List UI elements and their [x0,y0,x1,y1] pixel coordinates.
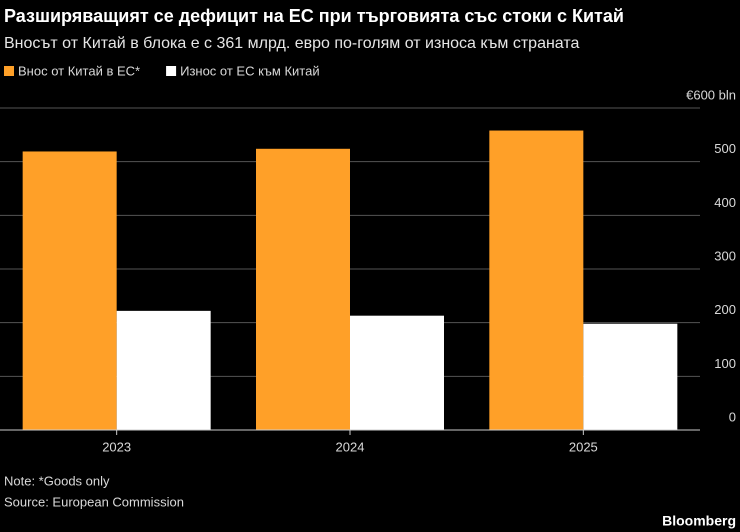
y-tick-label: 400 [714,195,736,210]
bar [489,130,584,431]
chart-title: Разширяващият се дефицит на ЕС при търго… [4,6,624,26]
legend-swatch [166,66,177,76]
x-tick-label: 2025 [569,439,598,454]
y-tick-label: 100 [714,356,736,371]
y-tick-label: 500 [714,141,736,156]
x-tick-label: 2023 [102,439,131,454]
legend-label: Внос от Китай в ЕС* [18,63,140,78]
y-tick-label: 0 [729,409,736,424]
legend-label: Износ от ЕС към Китай [180,63,320,78]
bar [22,151,117,430]
note: Note: *Goods only [4,473,110,488]
y-tick-label: 200 [714,302,736,317]
bar [116,310,211,430]
bar [350,315,444,430]
chart-subtitle: Вносът от Китай в блока е с 361 млрд. ев… [4,35,579,52]
bar [256,148,350,430]
y-tick-label: 300 [714,248,736,263]
bar [583,323,678,430]
brand: Bloomberg [662,513,736,529]
y-tick-label: €600 bln [686,87,736,102]
x-tick-label: 2024 [336,439,365,454]
source: Source: European Commission [4,494,184,509]
legend-swatch [4,66,14,76]
